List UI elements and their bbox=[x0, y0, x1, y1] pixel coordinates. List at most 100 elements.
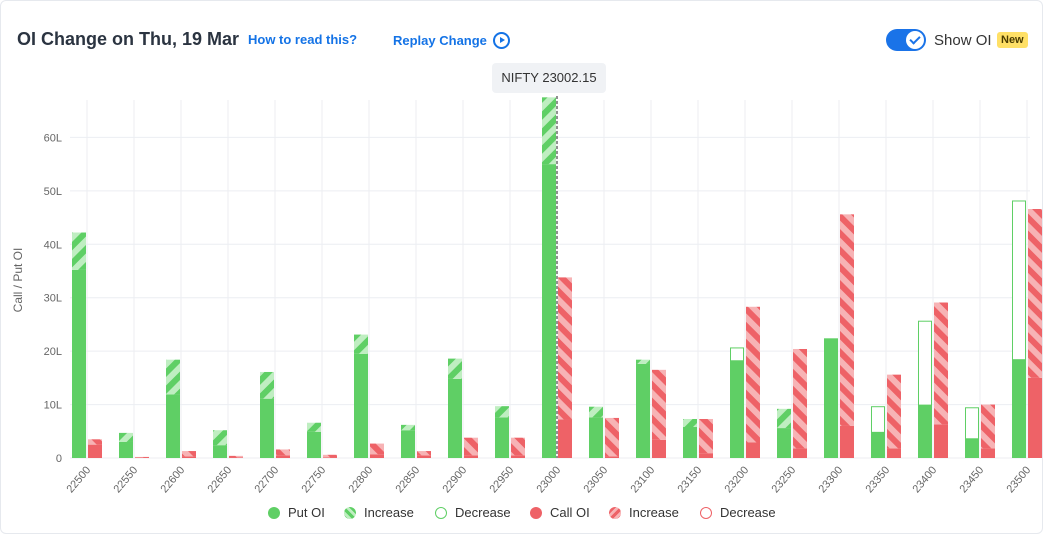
call-increase-bar bbox=[464, 437, 478, 456]
call-oi-bar bbox=[1028, 377, 1042, 458]
put-oi-bar bbox=[589, 417, 603, 458]
x-tick-label: 22700 bbox=[252, 464, 281, 495]
call-increase-bar bbox=[370, 443, 384, 455]
put-oi-bar bbox=[777, 428, 791, 458]
new-badge: New bbox=[997, 32, 1028, 48]
y-tick-label: 50L bbox=[44, 186, 62, 198]
put-increase-bar bbox=[777, 408, 791, 429]
call-oi-bar bbox=[652, 439, 666, 458]
put-increase-bar bbox=[542, 97, 556, 165]
legend-call-oi[interactable]: Call OI bbox=[530, 505, 590, 520]
x-tick-label: 23000 bbox=[534, 464, 563, 495]
how-to-read-link[interactable]: How to read this? bbox=[248, 32, 358, 47]
put-increase-bar bbox=[589, 406, 603, 418]
call-oi-bar bbox=[182, 456, 196, 458]
call-increase-bar bbox=[511, 437, 525, 456]
put-decrease-bar bbox=[965, 407, 979, 440]
legend-put-oi-label: Put OI bbox=[288, 505, 325, 520]
legend-put-decrease[interactable]: Decrease bbox=[435, 505, 511, 520]
x-tick-label: 23350 bbox=[863, 464, 892, 495]
legend-call-decrease-label: Decrease bbox=[720, 505, 776, 520]
put-increase-bar bbox=[683, 418, 697, 428]
call-oi-bar bbox=[464, 455, 478, 458]
legend-put-increase[interactable]: Increase bbox=[344, 505, 414, 520]
call-increase-bar bbox=[605, 417, 619, 457]
put-oi-bar bbox=[495, 417, 509, 458]
x-tick-label: 22550 bbox=[111, 464, 140, 495]
put-oi-bar bbox=[683, 427, 697, 458]
call-oi-bar bbox=[88, 444, 102, 458]
call-oi-bar bbox=[605, 456, 619, 458]
call-oi-bar bbox=[417, 455, 431, 458]
call-increase-bar bbox=[182, 451, 196, 457]
x-tick-label: 22850 bbox=[393, 464, 422, 495]
put-oi-bar bbox=[213, 445, 227, 458]
x-tick-label: 23300 bbox=[816, 464, 845, 495]
x-tick-label: 22800 bbox=[346, 464, 375, 495]
page-title: OI Change on Thu, 19 Mar bbox=[17, 29, 240, 49]
x-tick-label: 23100 bbox=[628, 464, 657, 495]
call-increase-bar bbox=[88, 439, 102, 445]
put-oi-bar bbox=[1012, 359, 1026, 458]
x-tick-label: 23050 bbox=[581, 464, 610, 495]
call-oi-bar bbox=[981, 448, 995, 458]
call-increase-bar bbox=[840, 214, 854, 426]
put-increase-bar bbox=[448, 358, 462, 379]
put-decrease-swatch bbox=[435, 506, 447, 519]
call-increase-bar bbox=[934, 302, 948, 425]
call-oi-bar bbox=[699, 453, 713, 458]
put-increase-swatch bbox=[344, 506, 356, 519]
x-tick-label: 23450 bbox=[957, 464, 986, 495]
put-increase-bar bbox=[119, 432, 133, 442]
y-tick-label: 20L bbox=[44, 346, 62, 358]
legend-call-increase[interactable]: Increase bbox=[609, 505, 679, 520]
put-oi-bar bbox=[636, 363, 650, 458]
legend-put-decrease-label: Decrease bbox=[455, 505, 511, 520]
x-tick-label: 23500 bbox=[1004, 464, 1033, 495]
show-oi-toggle[interactable] bbox=[886, 29, 926, 51]
put-decrease-bar bbox=[1012, 200, 1026, 361]
call-oi-bar bbox=[840, 425, 854, 458]
call-increase-bar bbox=[1028, 209, 1042, 378]
put-increase-bar bbox=[401, 424, 415, 431]
put-decrease-bar bbox=[918, 320, 932, 406]
x-tick-label: 23150 bbox=[675, 464, 704, 495]
x-tick-label: 22950 bbox=[487, 464, 516, 495]
put-oi-bar bbox=[401, 430, 415, 458]
show-oi-label: Show OI bbox=[934, 32, 992, 49]
put-oi-bar bbox=[354, 353, 368, 458]
call-increase-bar bbox=[417, 451, 431, 456]
spot-price-tooltip: NIFTY 23002.15 bbox=[492, 63, 606, 93]
put-oi-bar bbox=[542, 164, 556, 459]
call-increase-bar bbox=[323, 454, 337, 458]
y-tick-label: 30L bbox=[44, 293, 62, 305]
call-oi-swatch bbox=[530, 506, 542, 519]
put-oi-bar bbox=[260, 398, 274, 458]
x-tick-label: 22750 bbox=[299, 464, 328, 495]
x-tick-label: 22650 bbox=[205, 464, 234, 495]
put-oi-bar bbox=[119, 441, 133, 458]
call-oi-bar bbox=[746, 442, 760, 458]
call-oi-bar bbox=[229, 457, 243, 458]
replay-change-label: Replay Change bbox=[393, 33, 487, 48]
x-tick-label: 22500 bbox=[64, 464, 93, 495]
legend-put-increase-label: Increase bbox=[364, 505, 414, 520]
replay-change-button[interactable]: Replay Change bbox=[393, 32, 510, 49]
legend-put-oi[interactable]: Put OI bbox=[268, 505, 325, 520]
call-oi-bar bbox=[323, 457, 337, 458]
put-oi-bar bbox=[918, 405, 932, 458]
call-increase-bar bbox=[558, 277, 572, 420]
call-oi-bar bbox=[934, 424, 948, 458]
play-circle-icon bbox=[492, 32, 510, 49]
put-increase-bar bbox=[72, 232, 86, 270]
put-oi-bar bbox=[730, 360, 744, 458]
call-increase-swatch bbox=[609, 506, 621, 519]
put-oi-bar bbox=[72, 269, 86, 458]
put-increase-bar bbox=[495, 406, 509, 418]
legend-call-decrease[interactable]: Decrease bbox=[700, 505, 776, 520]
call-increase-bar bbox=[699, 418, 713, 454]
y-tick-label: 40L bbox=[44, 239, 62, 251]
y-tick-label: 60L bbox=[44, 132, 62, 144]
put-oi-bar bbox=[824, 338, 838, 458]
